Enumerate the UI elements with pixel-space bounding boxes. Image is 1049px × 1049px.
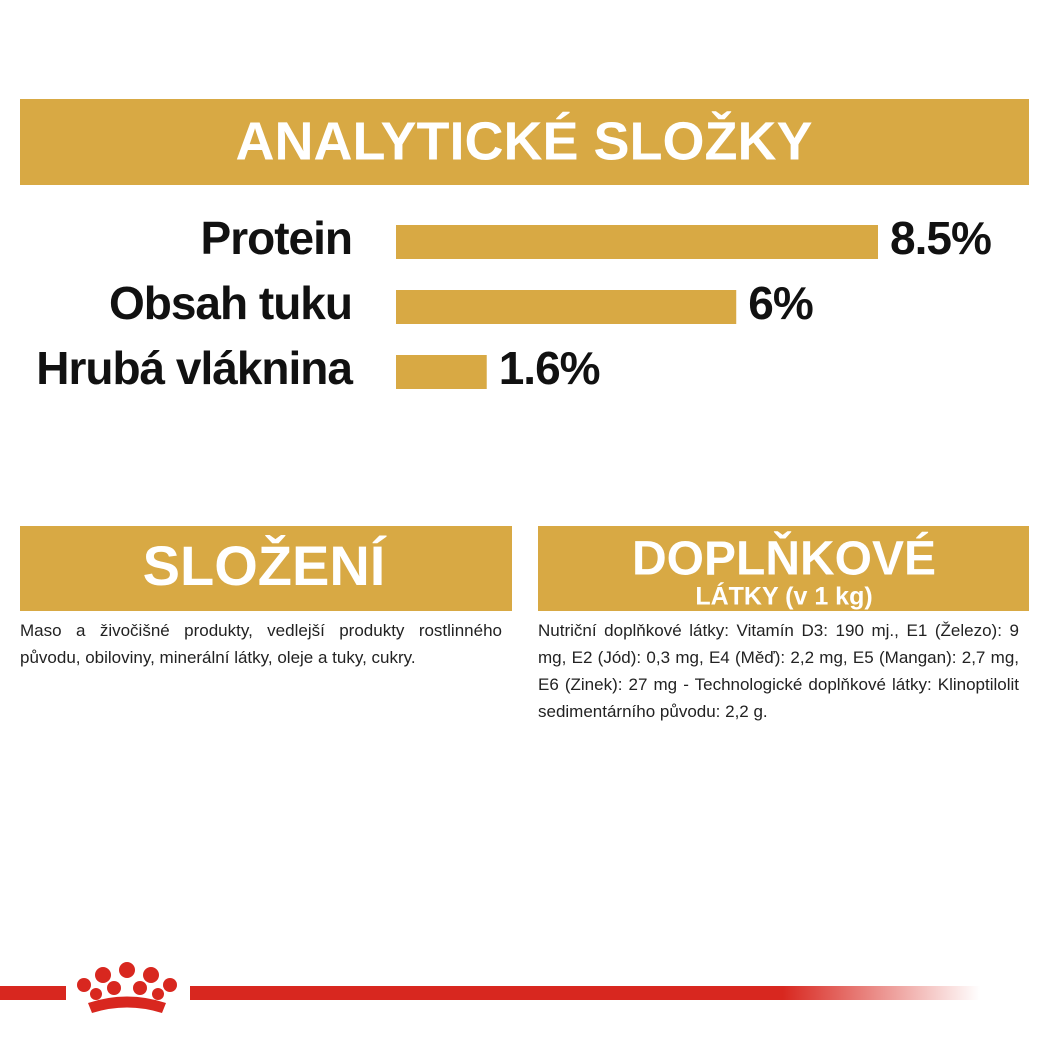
section-band (538, 526, 1029, 611)
bar (396, 225, 878, 259)
footer-line (0, 986, 66, 1000)
category-label: Hrubá vláknina (36, 342, 353, 394)
section-subtitle: LÁTKY (v 1 kg) (695, 582, 872, 611)
header-band (20, 99, 1029, 185)
category-label: Obsah tuku (109, 277, 352, 329)
value-label: 1.6% (499, 342, 600, 394)
value-label: 6% (748, 277, 813, 329)
category-label: Protein (201, 212, 352, 264)
bar (396, 290, 737, 324)
section-title: DOPLŇKOVÉ (632, 531, 936, 586)
bar (396, 355, 487, 389)
section-title: SLOŽENÍ (143, 534, 387, 597)
footer-line (190, 986, 980, 1000)
section-band (20, 526, 512, 611)
chart: Protein 8.5% Obsah tuku 6% Hrubá vláknina 1.6… (36, 212, 992, 394)
header-title: ANALYTICKÉ SLOŽKY (235, 110, 812, 171)
section-text: Maso a živočišné produkty, vedlejší prod… (20, 621, 502, 667)
section-text: Nutriční doplňkové látky: Vitamín D3: 19… (538, 621, 1019, 721)
logo (77, 962, 177, 1013)
value-label: 8.5% (890, 212, 991, 264)
